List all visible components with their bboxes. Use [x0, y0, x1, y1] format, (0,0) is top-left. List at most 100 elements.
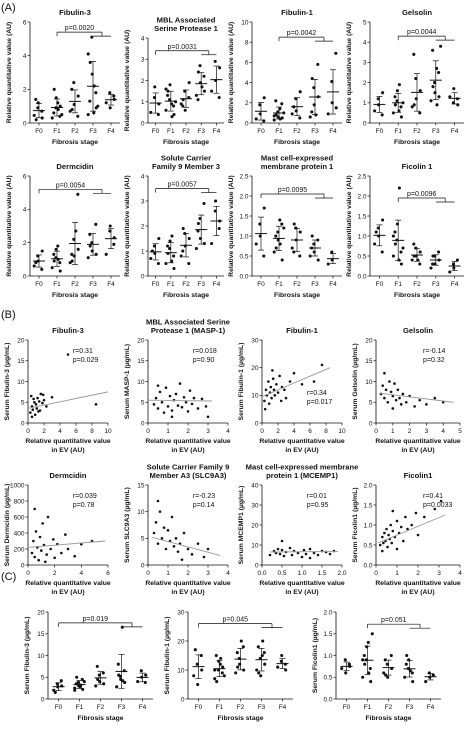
data-point — [34, 261, 38, 265]
data-point — [283, 388, 286, 392]
y-tick-label: 10 — [137, 509, 145, 516]
data-point — [374, 230, 378, 234]
y-axis-label: Relative quantitative value (AU) — [228, 22, 235, 124]
data-point — [90, 35, 94, 39]
y-tick-label: 0 — [363, 120, 367, 127]
y-tick-label: 30 — [251, 337, 259, 344]
data-point — [190, 553, 194, 556]
data-point — [403, 675, 407, 679]
chart-title: Gelsolin — [402, 8, 432, 17]
data-point — [33, 555, 36, 559]
chart-panel: Gelsolin 0 5 10 15 20 0 1 2 3 4 5 Relative quantitat… — [352, 326, 462, 454]
y-tick-label: 3 — [363, 60, 367, 67]
y-tick-label: 10 — [37, 653, 45, 660]
data-point — [312, 86, 316, 90]
y-tick-label: 0.5 — [363, 542, 372, 549]
data-point — [366, 640, 370, 644]
data-point — [123, 680, 127, 685]
data-point — [186, 410, 190, 413]
x-tick-label: 6 — [74, 428, 78, 435]
data-point — [194, 93, 198, 97]
data-point — [58, 261, 62, 265]
data-point — [42, 398, 46, 402]
p-value-label: p=0.14 — [193, 502, 215, 509]
data-point — [391, 254, 395, 258]
x-axis-label: Relative quantitative value — [259, 580, 345, 587]
data-point — [187, 81, 191, 85]
data-point — [300, 555, 304, 559]
y-tick-label: 4 — [141, 35, 145, 42]
x-axis-label: in EV (AU) — [51, 447, 84, 454]
data-point — [418, 89, 422, 93]
data-point — [59, 679, 63, 683]
data-point — [194, 246, 198, 251]
y-tick-label: 5 — [363, 19, 367, 26]
x-tick-label: 4 — [226, 570, 230, 577]
chart-title: Mast cell-expressed membrane — [246, 462, 359, 471]
data-point — [37, 410, 40, 413]
y-tick-label: 0 — [141, 420, 145, 427]
x-tick-label: 0.5 — [277, 570, 286, 577]
data-point — [276, 230, 280, 234]
data-point — [296, 551, 300, 555]
x-tick-label: 1 — [166, 428, 170, 435]
chart-panel: Dermcidin 0 200 400 600 800 1000 0 2 4 6 Relative q… — [4, 471, 111, 596]
data-point — [182, 395, 186, 399]
data-point — [72, 237, 76, 241]
data-point — [41, 393, 45, 397]
data-point — [108, 229, 112, 233]
chart-title: Ficolin 1 — [402, 162, 434, 171]
data-point — [391, 529, 395, 533]
data-point — [381, 91, 385, 95]
data-point — [170, 409, 174, 412]
data-point — [70, 259, 74, 263]
data-point — [395, 519, 399, 523]
x-tick-label: 2 — [42, 428, 46, 435]
chart-panel: Fibulin-1 0 2 4 6 8 10 F0 F1 F2 F3 F4 Fibrosis stage… — [228, 8, 342, 146]
data-point — [34, 97, 38, 101]
x-tick-label: F4 — [213, 128, 221, 135]
y-axis-label: Serum Fibulin-1 (µg/mL) — [164, 617, 171, 695]
r-value-label: r=0.41 — [423, 493, 443, 500]
data-point — [52, 252, 56, 256]
data-point — [404, 662, 408, 666]
data-point — [401, 246, 405, 250]
x-tick-label: 1.5 — [317, 570, 326, 577]
r-value-label: r=0.34 — [307, 390, 327, 397]
y-tick-label: 2.0 — [363, 482, 372, 489]
data-point — [73, 686, 77, 690]
data-point — [279, 399, 283, 403]
y-axis-label: Serum Ficolin1 (µg/mL) — [352, 487, 359, 562]
data-point — [412, 242, 416, 246]
x-tick-label: 1.0 — [297, 570, 306, 577]
data-point — [149, 110, 153, 114]
y-axis-label: Serum Gelsolin (µg/mL) — [352, 343, 359, 419]
data-point — [164, 87, 168, 91]
y-axis-label: Serum Fibulin-3 (µg/mL) — [4, 343, 11, 421]
data-point — [160, 400, 164, 404]
data-point — [383, 658, 387, 662]
data-point — [196, 407, 200, 410]
data-point — [373, 109, 377, 113]
data-point — [86, 52, 90, 56]
data-point — [270, 396, 273, 400]
y-tick-label: 6 — [23, 19, 27, 26]
data-point — [381, 535, 384, 539]
data-point — [431, 254, 435, 258]
y-tick-label: 30 — [177, 609, 185, 616]
data-point — [316, 258, 320, 262]
data-point — [40, 549, 43, 552]
data-point — [96, 677, 100, 681]
x-tick-label: F1 — [53, 128, 61, 135]
x-tick-label: 2 — [186, 570, 190, 577]
y-tick-label: 1.5 — [363, 502, 372, 509]
y-axis-label: Relative quantitative value (AU) — [6, 175, 13, 277]
data-point — [399, 403, 403, 406]
x-axis-label: Fibrosis stage — [52, 292, 98, 299]
data-point — [272, 388, 276, 392]
data-point — [391, 509, 395, 513]
y-tick-label: 0.0 — [323, 696, 332, 703]
data-point — [282, 554, 286, 558]
data-point — [222, 674, 226, 678]
chart-panel: Gelsolin 0 1 2 3 4 5 F0 F1 F2 F3 F4 Fibrosis stage Re… — [346, 8, 464, 146]
